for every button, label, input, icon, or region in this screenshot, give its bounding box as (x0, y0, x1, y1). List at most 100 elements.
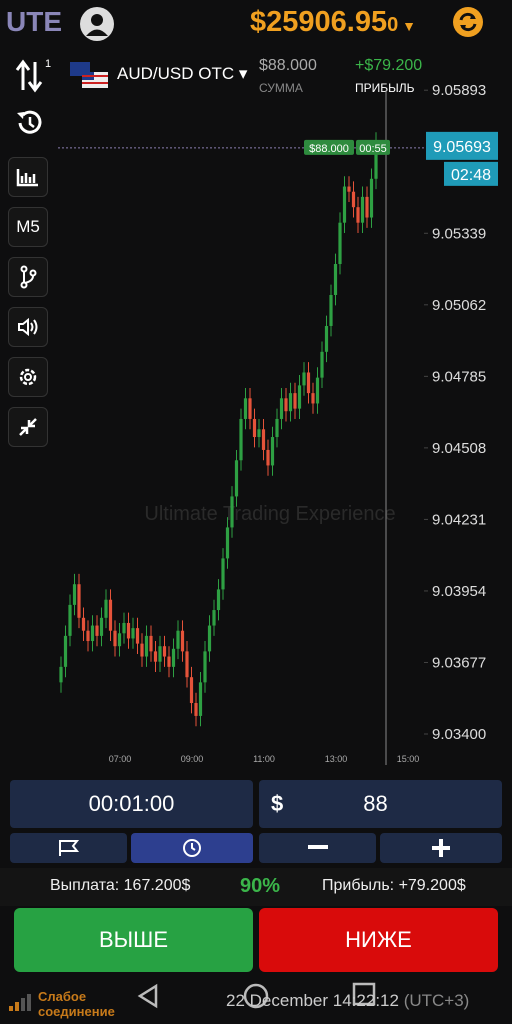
candle-body (293, 393, 297, 409)
deal-time: 00:55 (359, 143, 387, 155)
timeframe-button[interactable]: M5 (8, 207, 48, 247)
sound-button[interactable] (8, 307, 48, 347)
current-price-box (426, 131, 498, 160)
x-tick-label: 07:00 (109, 754, 132, 764)
y-tick-label: 9.05339 (432, 225, 486, 242)
candle-body (347, 186, 351, 192)
x-tick-label: 09:00 (181, 754, 204, 764)
candle-body (207, 625, 212, 652)
trade-amount: $88.000 (259, 57, 317, 74)
history-button[interactable] (14, 108, 44, 138)
candle-body (81, 617, 86, 631)
candle-body (369, 178, 374, 218)
candle-body (329, 295, 333, 326)
sort-badge: 1 (45, 58, 52, 70)
candle-body (198, 682, 203, 716)
candle-body (68, 604, 72, 636)
candle-body (72, 584, 77, 605)
candle-body (333, 264, 338, 295)
payout-bar (0, 868, 512, 906)
candle-body (360, 196, 365, 223)
candle-body (189, 677, 194, 704)
y-tick-label: 9.05893 (432, 82, 486, 99)
candle-body (315, 377, 320, 404)
candle-body (338, 222, 342, 265)
y-tick-label: 9.03677 (432, 654, 486, 671)
plus-button[interactable] (380, 833, 502, 863)
y-tick-label: 9.04231 (432, 511, 486, 528)
candle-body (104, 599, 108, 618)
candle-body (311, 393, 315, 404)
candle-body (131, 628, 135, 639)
deal-amount: $88.000 (309, 143, 349, 155)
nav-bar (137, 982, 376, 1009)
timezone: (UTC+3) (403, 991, 470, 1010)
profit: Прибыль: +79.200$ (322, 877, 466, 894)
trade-profit: +$79.200 (355, 57, 423, 74)
candle-body (167, 656, 171, 667)
candle-body (77, 584, 81, 618)
candle-body (239, 418, 243, 461)
amount-value: 88 (363, 791, 388, 816)
avatar[interactable] (78, 5, 116, 43)
logo: UTE (6, 6, 62, 37)
candle-body (95, 625, 99, 636)
flag (70, 62, 108, 88)
sort-button[interactable] (14, 58, 48, 94)
candle-body (288, 393, 293, 412)
candle-body (365, 196, 369, 218)
candle-body (374, 142, 378, 179)
candle-body (270, 437, 275, 466)
down-button[interactable]: НИЖЕ (259, 908, 498, 972)
candle-body (275, 418, 279, 438)
current-price-label: 9.05693 (433, 139, 491, 156)
clock: 22 December 14:22:12 (226, 991, 399, 1010)
candle-body (171, 648, 176, 667)
settings-button[interactable] (8, 357, 48, 397)
candle-body (243, 398, 248, 419)
candle-body (234, 460, 239, 497)
candle-body (180, 630, 185, 652)
candle-body (90, 625, 95, 642)
x-tick-label: 11:00 (253, 754, 275, 764)
candle-body (59, 666, 63, 683)
flag-mode-button[interactable] (10, 833, 127, 863)
up-button[interactable]: ВЫШЕ (14, 908, 253, 972)
x-tick-label: 13:00 (325, 754, 348, 764)
candle-body (252, 418, 257, 438)
asset-selector[interactable]: AUD/USD OTC ▾ (117, 64, 248, 83)
time-input[interactable]: 00:01:00 (10, 780, 253, 828)
chart: Ultimate Trading Experience 9.03400 9.036… (58, 82, 498, 765)
chart-type-button[interactable] (8, 157, 48, 197)
candle-body (351, 191, 356, 208)
candle-body (230, 496, 234, 528)
asset-name: AUD/USD OTC (117, 64, 235, 83)
trade-amount-label: СУММА (259, 81, 303, 95)
balance-value: $25906.95 (250, 6, 388, 38)
collapse-button[interactable] (8, 407, 48, 447)
minus-button[interactable] (259, 833, 376, 863)
candle-body (113, 630, 117, 647)
candle-body (216, 589, 221, 611)
amount-input[interactable]: $88 (259, 780, 502, 828)
candle-body (176, 630, 180, 649)
candle-body (122, 622, 126, 634)
balance-tail: 0 (387, 14, 399, 36)
candle-body (162, 646, 167, 657)
indicators-button[interactable] (8, 257, 48, 297)
candle-body (135, 628, 140, 644)
balance[interactable]: $25906.950 ▼ (250, 6, 416, 38)
candle-body (86, 630, 90, 642)
payout-percent: 90% (240, 875, 281, 897)
signal-icon (9, 994, 31, 1011)
candle-body (266, 449, 270, 466)
candle-body (158, 646, 162, 662)
candle-body (225, 527, 230, 559)
candle-body (257, 429, 261, 438)
candle-body (144, 635, 149, 657)
candle-body (284, 398, 288, 412)
timer: 02:48 (451, 167, 491, 184)
clock-mode-button[interactable] (131, 833, 253, 863)
refresh-button[interactable] (452, 6, 484, 38)
